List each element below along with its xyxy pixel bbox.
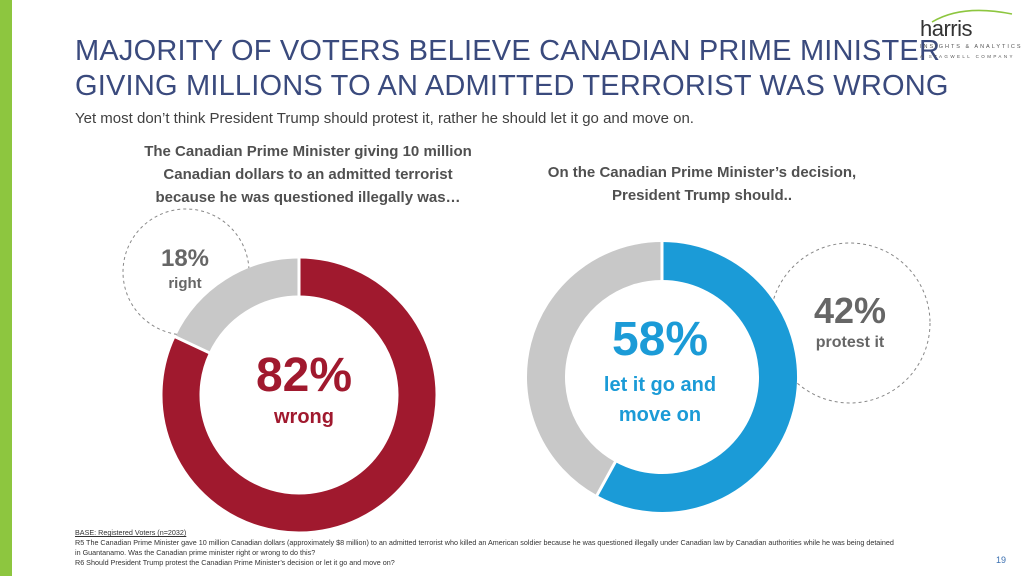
- let-go-label-line-2: move on: [618, 404, 702, 426]
- page-title: MAJORITY OF VOTERS BELIEVE CANADIAN PRIM…: [75, 34, 949, 104]
- let-go-percent: 58%: [611, 313, 709, 366]
- question-left-line-3: because he was questioned illegally was…: [155, 189, 461, 206]
- donut-slice-wrong: [162, 258, 436, 532]
- right-percent: 18%: [160, 245, 210, 272]
- slice-label-protest: 42% protest it: [795, 290, 905, 354]
- harris-logo: harris INSIGHTS & ANALYTICS A STAGWELL C…: [912, 4, 1022, 64]
- donut-slice-let-it-go-and-move-on: [596, 242, 797, 512]
- slice-separator: [595, 460, 618, 497]
- logo-swoosh-icon: [931, 9, 1013, 23]
- donut-slice-right: [175, 258, 300, 354]
- footnote-base: BASE: Registered Voters (n=2032): [75, 528, 187, 537]
- footnote-line-1: R5 The Canadian Prime Minister gave 10 m…: [75, 538, 894, 547]
- footnote-line-2: in Guantanamo. Was the Canadian prime mi…: [75, 548, 316, 557]
- title-line-1: MAJORITY OF VOTERS BELIEVE CANADIAN PRIM…: [75, 35, 941, 67]
- question-left: The Canadian Prime Minister giving 10 mi…: [108, 140, 508, 209]
- question-right-line-2: President Trump should..: [611, 187, 793, 204]
- logo-company: A STAGWELL COMPANY: [920, 54, 1015, 59]
- let-go-label-line-1: let it go and: [603, 374, 717, 396]
- question-right-line-1: On the Canadian Prime Minister’s decisio…: [547, 164, 857, 181]
- protest-label: protest it: [815, 334, 885, 351]
- page-number: 19: [996, 555, 1007, 565]
- wrong-percent: 82%: [255, 349, 353, 402]
- donut-slice-protest-it: [527, 242, 663, 496]
- logo-tagline: INSIGHTS & ANALYTICS: [920, 44, 1023, 50]
- slice-label-let-go: 58% let it go and move on: [572, 310, 748, 430]
- footnote-line-3: R6 Should President Trump protest the Ca…: [75, 558, 395, 567]
- wrong-label: wrong: [274, 406, 334, 428]
- slice-label-wrong: 82% wrong: [236, 348, 372, 430]
- accent-bar: [0, 0, 12, 576]
- callout-circle-protest: [769, 242, 931, 404]
- title-line-2: GIVING MILLIONS TO AN ADMITTED TERRORIST…: [75, 70, 949, 102]
- protest-percent: 42%: [813, 290, 887, 331]
- question-left-line-2: Canadian dollars to an admitted terroris…: [163, 166, 453, 183]
- right-label: right: [168, 275, 202, 292]
- logo-wordmark: harris: [920, 16, 973, 41]
- question-right: On the Canadian Prime Minister’s decisio…: [520, 161, 884, 207]
- page-subtitle: Yet most don’t think President Trump sho…: [75, 110, 694, 127]
- question-left-line-1: The Canadian Prime Minister giving 10 mi…: [144, 143, 472, 160]
- footnote: BASE: Registered Voters (n=2032) R5 The …: [75, 528, 980, 568]
- slice-separator: [173, 335, 211, 355]
- slice-label-right: 18% right: [135, 244, 235, 294]
- donut-chart-trump: [527, 241, 797, 512]
- donut-chart-voters: [162, 257, 436, 532]
